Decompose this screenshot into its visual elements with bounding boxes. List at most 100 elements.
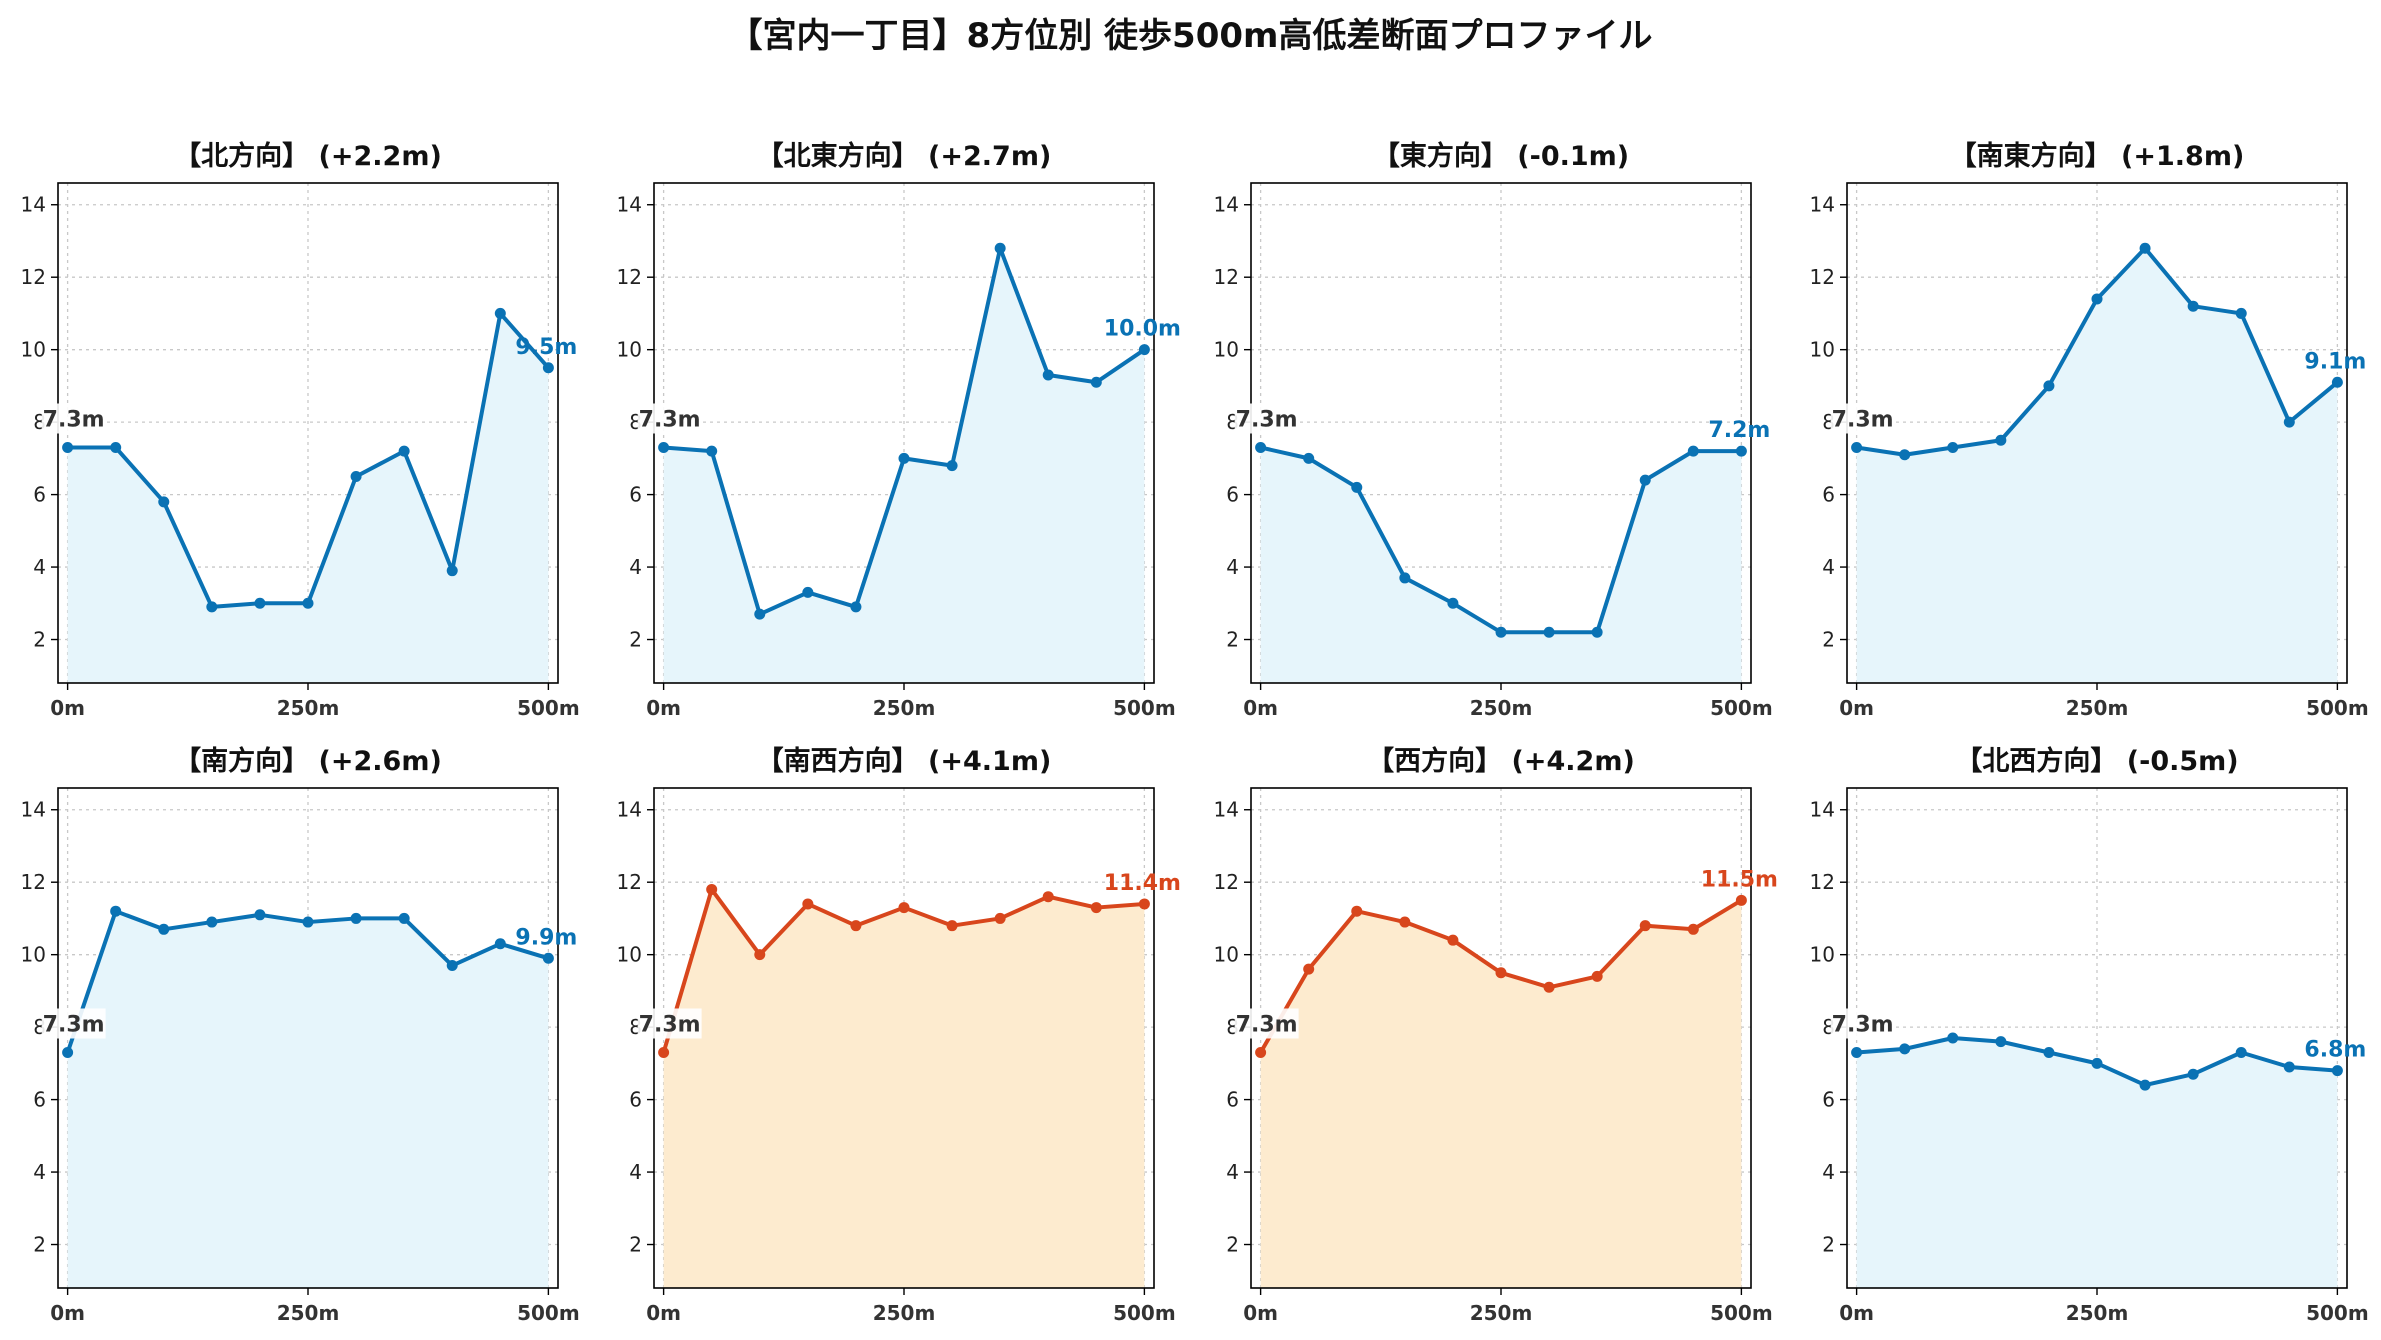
data-point — [110, 441, 122, 453]
data-point — [1042, 891, 1054, 903]
data-point — [2043, 380, 2055, 392]
x-tick-label: 0m — [1839, 1301, 1874, 1325]
y-tick-label: 10 — [1810, 943, 1835, 967]
y-tick-label: 14 — [1214, 798, 1239, 822]
panel-title: 【西方向】 (+4.2m) — [1367, 745, 1635, 777]
data-point — [946, 460, 958, 472]
end-label: 9.5m — [515, 335, 577, 360]
x-tick-label: 500m — [2306, 1301, 2369, 1325]
y-tick-label: 4 — [629, 555, 642, 579]
data-point — [2091, 1057, 2103, 1069]
panel-title: 【北西方向】 (-0.5m) — [1955, 745, 2238, 777]
x-tick-label: 0m — [50, 696, 85, 720]
data-point — [802, 586, 814, 598]
data-point — [1447, 934, 1459, 946]
x-tick-label: 500m — [1710, 696, 1773, 720]
data-point — [754, 608, 766, 620]
area-fill — [67, 911, 549, 1288]
data-point — [802, 898, 814, 910]
start-label-box — [637, 403, 702, 434]
y-tick-label: 2 — [629, 1233, 642, 1257]
x-tick-label: 250m — [1470, 696, 1533, 720]
data-point — [1351, 481, 1363, 493]
start-label: 7.3m — [1832, 407, 1894, 432]
y-tick-label: 2 — [1226, 628, 1239, 652]
start-label-box — [637, 1008, 702, 1039]
y-tick-label: 10 — [21, 943, 46, 967]
y-tick-label: 6 — [33, 483, 46, 507]
data-point — [398, 445, 410, 457]
y-tick-label: 10 — [1214, 943, 1239, 967]
data-point — [1899, 1043, 1911, 1055]
data-point — [1639, 474, 1651, 486]
data-point — [494, 307, 506, 319]
data-point — [994, 242, 1006, 254]
x-tick-label: 0m — [1243, 696, 1278, 720]
x-tick-label: 250m — [2066, 696, 2129, 720]
y-tick-label: 4 — [1822, 555, 1835, 579]
end-label: 11.5m — [1701, 867, 1778, 892]
data-point — [2235, 1046, 2247, 1058]
data-point — [1851, 441, 1863, 453]
start-label: 7.3m — [639, 407, 701, 432]
area-fill — [1260, 900, 1742, 1288]
data-point — [302, 916, 314, 928]
y-tick-label: 4 — [1822, 1160, 1835, 1184]
panel-title: 【南方向】 (+2.6m) — [174, 745, 442, 777]
data-point — [110, 905, 122, 917]
data-point — [302, 597, 314, 609]
y-tick-label: 2 — [33, 1233, 46, 1257]
data-point — [2235, 307, 2247, 319]
x-tick-label: 0m — [1243, 1301, 1278, 1325]
end-label: 9.9m — [515, 925, 577, 950]
y-tick-label: 6 — [629, 1088, 642, 1112]
start-label-box — [1234, 403, 1299, 434]
y-tick-label: 6 — [1822, 483, 1835, 507]
data-point — [1495, 626, 1507, 638]
x-tick-label: 250m — [1470, 1301, 1533, 1325]
y-tick-label: 10 — [617, 338, 642, 362]
data-point — [1255, 441, 1267, 453]
y-tick-label: 12 — [1810, 265, 1835, 289]
data-point — [850, 920, 862, 932]
y-tick-label: 14 — [617, 193, 642, 217]
start-label: 7.3m — [639, 1012, 701, 1037]
panel-title: 【南西方向】 (+4.1m) — [757, 745, 1052, 777]
data-point — [1138, 344, 1150, 356]
data-point — [2187, 1068, 2199, 1080]
x-tick-label: 500m — [517, 696, 580, 720]
y-tick-label: 12 — [1214, 265, 1239, 289]
x-tick-label: 500m — [517, 1301, 580, 1325]
data-point — [2187, 300, 2199, 312]
y-tick-label: 14 — [617, 798, 642, 822]
data-point — [1090, 902, 1102, 914]
y-tick-label: 14 — [21, 193, 46, 217]
panel-title: 【南東方向】 (+1.8m) — [1950, 140, 2245, 172]
data-point — [1138, 898, 1150, 910]
x-tick-label: 250m — [2066, 1301, 2129, 1325]
data-point — [254, 909, 266, 921]
data-point — [1447, 597, 1459, 609]
x-tick-label: 0m — [646, 1301, 681, 1325]
panel-title: 【北東方向】 (+2.7m) — [757, 140, 1052, 172]
x-tick-label: 500m — [1113, 1301, 1176, 1325]
y-tick-label: 4 — [1226, 555, 1239, 579]
y-tick-label: 6 — [1226, 483, 1239, 507]
data-point — [2139, 1079, 2151, 1091]
y-tick-label: 6 — [1226, 1088, 1239, 1112]
x-tick-label: 0m — [50, 1301, 85, 1325]
data-point — [1042, 369, 1054, 381]
data-point — [946, 920, 958, 932]
y-tick-label: 12 — [617, 265, 642, 289]
data-point — [898, 902, 910, 914]
data-point — [658, 1046, 670, 1058]
data-point — [206, 601, 218, 613]
data-point — [1090, 376, 1102, 388]
data-point — [706, 883, 718, 895]
data-point — [1591, 970, 1603, 982]
data-point — [1303, 452, 1315, 464]
data-point — [1995, 434, 2007, 446]
data-point — [446, 960, 458, 972]
